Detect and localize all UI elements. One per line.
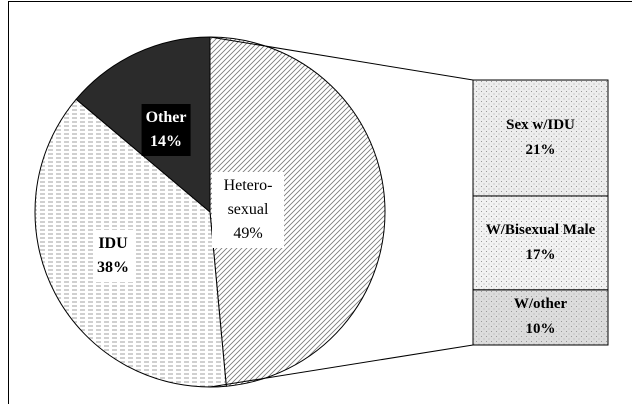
- slice-name: IDU: [98, 235, 128, 252]
- slice-value: 38%: [97, 259, 129, 276]
- bar-name: W/Bisexual Male: [485, 221, 596, 238]
- bar-label: W/Bisexual Male 17%: [482, 216, 600, 270]
- connector-line: [209, 344, 474, 388]
- slice-value: 49%: [233, 225, 263, 242]
- bar-segment: [472, 79, 609, 197]
- pie-slice: [209, 36, 386, 387]
- bar-label: W/other 10%: [482, 290, 600, 344]
- bar-name: Sex w/IDU: [506, 116, 575, 133]
- bar-value: 17%: [525, 246, 556, 263]
- chart-frame: [8, 1, 632, 404]
- bar-label: Sex w/IDU 21%: [482, 111, 600, 165]
- slice-label: Other 14%: [141, 104, 191, 156]
- connector-line: [209, 36, 474, 81]
- bar-segment: [472, 195, 609, 291]
- bar-value: 10%: [525, 321, 556, 338]
- slice-label: Hetero-sexual 49%: [212, 172, 284, 248]
- bar-value: 21%: [525, 141, 556, 158]
- slice-value: 14%: [150, 133, 182, 150]
- slice-name: Hetero-sexual: [223, 177, 273, 218]
- slice-name: Other: [145, 109, 187, 126]
- bar-name: W/other: [513, 296, 568, 313]
- slice-label: IDU 38%: [93, 230, 133, 282]
